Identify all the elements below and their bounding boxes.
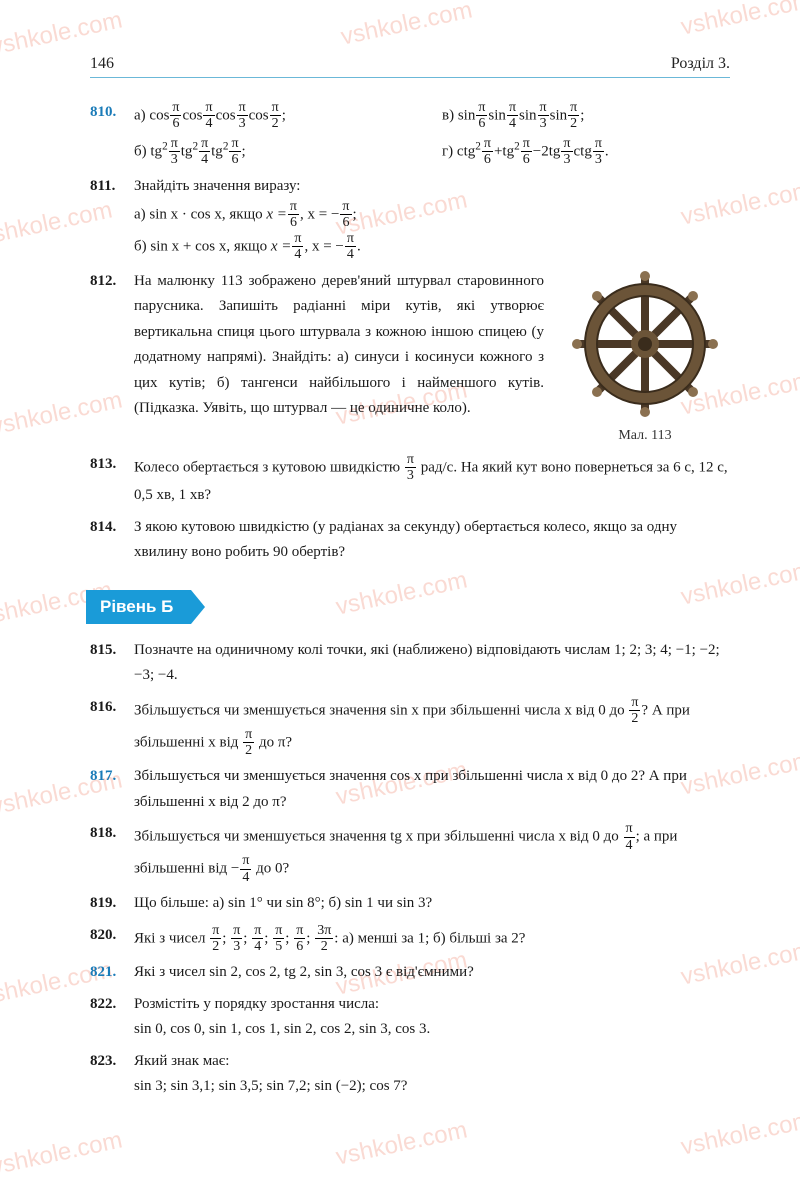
problem-body: Позначте на одиничному колі точки, які (… [134, 638, 730, 689]
problem-number: 822. [90, 992, 134, 1043]
problem-body: На малюнку 113 зображено дерев'яний штур… [134, 269, 548, 422]
problem-820: 820. Які з чисел π2; π3; π4; π5; π6; 3π2… [90, 923, 730, 955]
problem-number: 812. [90, 269, 134, 422]
problem-819: 819. Що більше: а) sin 1° чи sin 8°; б) … [90, 891, 730, 917]
p811-a: а) sin x · cos x, якщо x =π6, x = −π6; [134, 199, 730, 231]
page-number: 146 [90, 55, 114, 73]
problem-813: 813. Колесо обертається з кутовою швидкі… [90, 452, 730, 509]
problem-number: 815. [90, 638, 134, 689]
problem-812: 812. На малюнку 113 зображено дерев'яний… [90, 269, 548, 422]
problem-body: Розмістіть у порядку зростання числа: si… [134, 992, 730, 1043]
problem-823: 823. Який знак має: sin 3; sin 3,1; sin … [90, 1049, 730, 1100]
problem-number: 820. [90, 923, 134, 955]
page-header: 146 Розділ 3. [90, 55, 730, 78]
p810-b: б) tg2π3tg2π4tg2π6; [134, 136, 422, 168]
p810-a: а) cosπ6cosπ4cosπ3cosπ2; [134, 100, 422, 132]
problem-body: а) cosπ6cosπ4cosπ3cosπ2; в) sinπ6sinπ4si… [134, 100, 730, 168]
problem-body: Збільшується чи зменшується значення sin… [134, 695, 730, 759]
problem-number: 816. [90, 695, 134, 759]
problem-body: Які з чисел sin 2, cos 2, tg 2, sin 3, c… [134, 960, 730, 986]
problem-815: 815. Позначте на одиничному колі точки, … [90, 638, 730, 689]
problem-body: Колесо обертається з кутовою швидкістю π… [134, 452, 730, 509]
figure-113: Мал. 113 [560, 269, 730, 444]
problem-number: 817. [90, 764, 134, 815]
p810-v: в) sinπ6sinπ4sinπ3sinπ2; [442, 100, 730, 132]
level-b-badge: Рівень Б [86, 590, 191, 624]
problem-body: Що більше: а) sin 1° чи sin 8°; б) sin 1… [134, 891, 730, 917]
problem-body: Збільшується чи зменшується значення tg … [134, 821, 730, 885]
problem-body: Знайдіть значення виразу: а) sin x · cos… [134, 174, 730, 263]
problem-body: Збільшується чи зменшується значення cos… [134, 764, 730, 815]
problem-811: 811. Знайдіть значення виразу: а) sin x … [90, 174, 730, 263]
problem-number: 823. [90, 1049, 134, 1100]
problem-number: 813. [90, 452, 134, 509]
problem-822: 822. Розмістіть у порядку зростання числ… [90, 992, 730, 1043]
problem-body: З якою кутовою швидкістю (у радіанах за … [134, 515, 730, 566]
problem-814: 814. З якою кутовою швидкістю (у радіана… [90, 515, 730, 566]
problem-821: 821. Які з чисел sin 2, cos 2, tg 2, sin… [90, 960, 730, 986]
problem-number: 811. [90, 174, 134, 263]
problem-817: 817. Збільшується чи зменшується значенн… [90, 764, 730, 815]
problem-number: 819. [90, 891, 134, 917]
problem-body: Які з чисел π2; π3; π4; π5; π6; 3π2: а) … [134, 923, 730, 955]
problem-number: 821. [90, 960, 134, 986]
problem-number: 810. [90, 100, 134, 168]
page-content: 146 Розділ 3. 810. а) cosπ6cosπ4cosπ3cos… [0, 0, 800, 1146]
problem-810: 810. а) cosπ6cosπ4cosπ3cosπ2; в) sinπ6si… [90, 100, 730, 168]
ship-wheel-icon [570, 269, 720, 419]
section-label: Розділ 3. [671, 55, 730, 73]
problem-816: 816. Збільшується чи зменшується значенн… [90, 695, 730, 759]
p811-b: б) sin x + cos x, якщо x =π4, x = −π4. [134, 231, 730, 263]
problem-818: 818. Збільшується чи зменшується значенн… [90, 821, 730, 885]
figure-caption: Мал. 113 [560, 428, 730, 444]
problem-number: 814. [90, 515, 134, 566]
problem-body: Який знак має: sin 3; sin 3,1; sin 3,5; … [134, 1049, 730, 1100]
p810-g: г) ctg2π6+tg2π6−2tgπ3ctgπ3. [442, 136, 730, 168]
problem-number: 818. [90, 821, 134, 885]
